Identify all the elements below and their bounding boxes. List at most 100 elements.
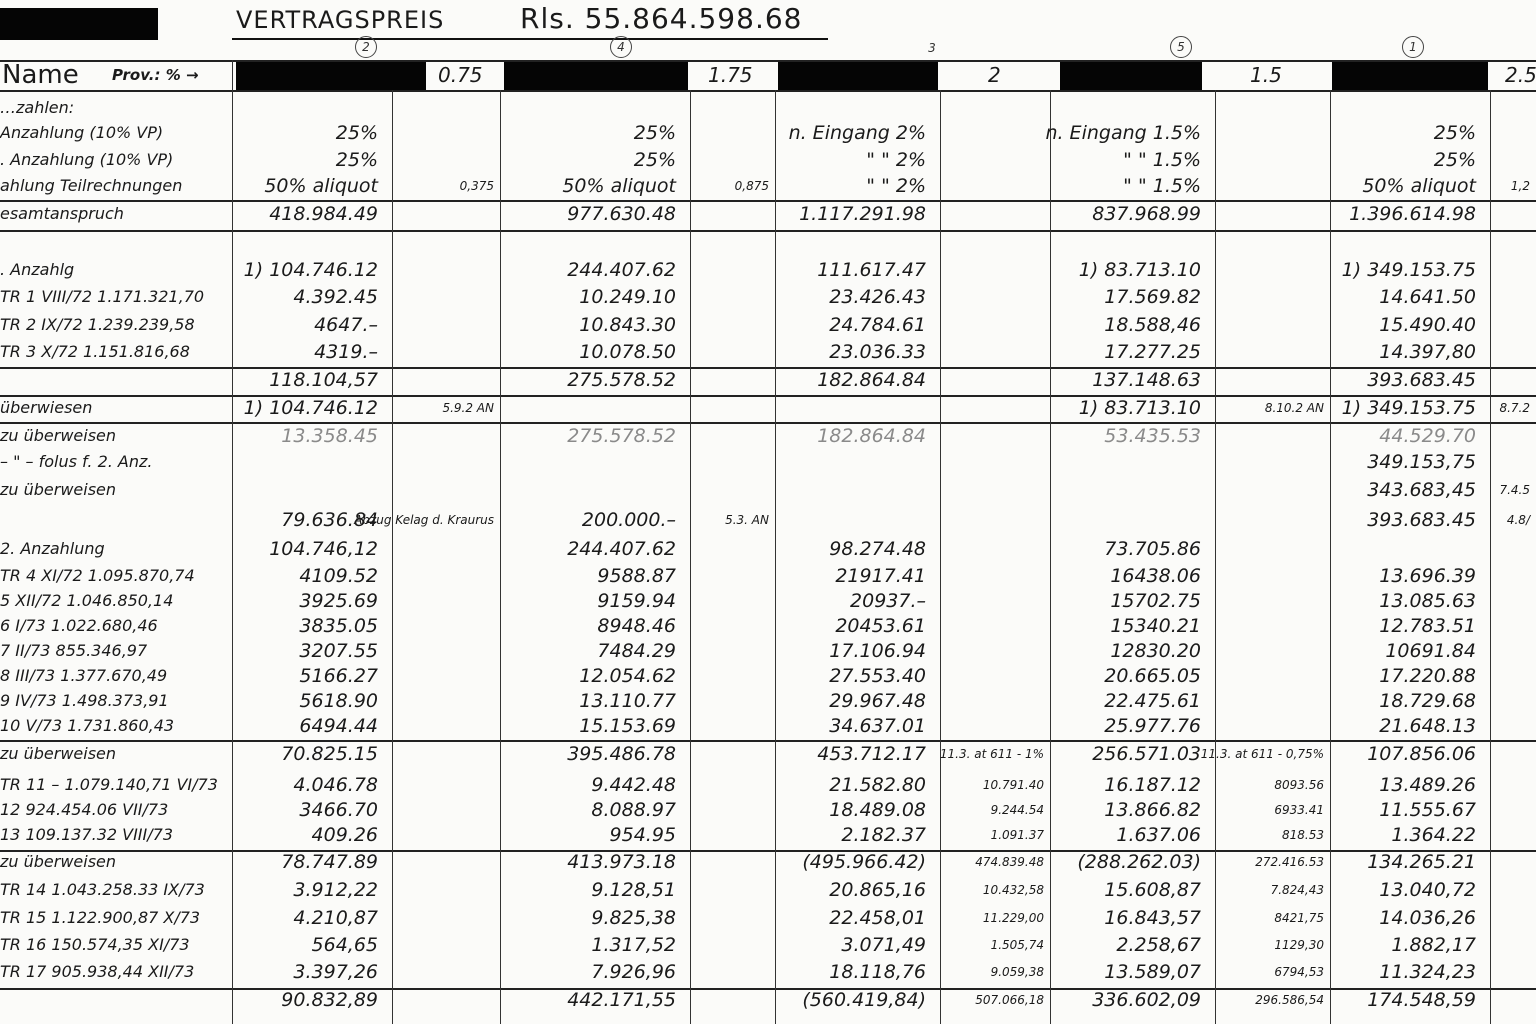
note-cell: 272.416.53 xyxy=(1255,855,1324,869)
row-label: zu überweisen xyxy=(0,480,117,499)
prov-header: Prov.: % → xyxy=(112,66,199,84)
amount-cell: 25% xyxy=(633,149,676,171)
amount-cell: 137.148.63 xyxy=(1092,369,1201,391)
amount-cell: 954.95 xyxy=(609,824,676,846)
amount-cell: 3466.70 xyxy=(299,799,378,821)
amount-cell: 8948.46 xyxy=(597,615,676,637)
column-line xyxy=(232,60,233,1024)
column-line xyxy=(940,90,941,1024)
amount-cell: 442.171,55 xyxy=(567,989,676,1011)
row-label: TR 16 150.574,35 XI/73 xyxy=(0,935,190,954)
note-cell: 1.091.37 xyxy=(990,828,1044,842)
amount-cell: 1.117.291.98 xyxy=(799,203,926,225)
row-label: TR 14 1.043.258.33 IX/73 xyxy=(0,880,205,899)
note-cell: 1129,30 xyxy=(1274,938,1324,952)
amount-cell: 15.153.69 xyxy=(579,715,676,737)
amount-cell: n. Eingang 1.5% xyxy=(1045,122,1201,144)
row-label: – " – folus f. 2. Anz. xyxy=(0,452,153,471)
row-label: TR 4 XI/72 1.095.870,74 xyxy=(0,566,195,585)
amount-cell: 4647.– xyxy=(314,314,378,336)
amount-cell: 9588.87 xyxy=(597,565,676,587)
amount-cell: 10691.84 xyxy=(1385,640,1476,662)
amount-cell: 22.475.61 xyxy=(1104,690,1201,712)
row-label: 8 III/73 1.377.670,49 xyxy=(0,666,168,685)
amount-cell: 79.636.84 xyxy=(281,509,378,531)
amount-cell: 453.712.17 xyxy=(817,743,926,765)
amount-cell: 1) 349.153.75 xyxy=(1341,259,1476,281)
amount-cell: 21.648.13 xyxy=(1379,715,1476,737)
amount-cell: 134.265.21 xyxy=(1367,851,1476,873)
row-label: überwiesen xyxy=(0,398,93,417)
column-line xyxy=(690,90,691,1024)
amount-cell: 1) 83.713.10 xyxy=(1078,397,1201,419)
column-line xyxy=(1050,90,1051,1024)
note-cell: 1,2 xyxy=(1510,179,1530,193)
amount-cell: 3925.69 xyxy=(299,590,378,612)
rule-line xyxy=(0,422,1536,424)
note-cell: 0,375 xyxy=(459,179,494,193)
row-label: esamtanspruch xyxy=(0,204,124,223)
amount-cell: 14.641.50 xyxy=(1379,286,1476,308)
column-line xyxy=(1490,90,1491,1024)
note-cell: 507.066,18 xyxy=(975,993,1044,1007)
row-label: TR 15 1.122.900,87 X/73 xyxy=(0,908,201,927)
row-label: Anzahlung (10% VP) xyxy=(0,123,164,142)
amount-cell: " " 1.5% xyxy=(1123,149,1201,171)
amount-cell: 174.548,59 xyxy=(1367,989,1476,1011)
amount-cell: 2.258,67 xyxy=(1116,934,1201,956)
row-label: zu überweisen xyxy=(0,426,117,445)
amount-cell: 9.128,51 xyxy=(591,879,676,901)
amount-cell: 275.578.52 xyxy=(567,425,676,447)
amount-cell: 200.000.– xyxy=(581,509,676,531)
amount-cell: 13.866.82 xyxy=(1104,799,1201,821)
amount-cell: 10.249.10 xyxy=(579,286,676,308)
amount-cell: 564,65 xyxy=(311,934,378,956)
circled-number: 4 xyxy=(610,36,632,58)
column-line xyxy=(775,90,776,1024)
amount-cell: 50% aliquot xyxy=(1362,175,1476,197)
redacted-name xyxy=(1060,62,1202,90)
amount-cell: 1) 104.746.12 xyxy=(243,259,378,281)
note-cell: 7.4.5 xyxy=(1499,483,1530,497)
amount-cell: 1) 104.746.12 xyxy=(243,397,378,419)
note-cell: 9.244.54 xyxy=(990,803,1044,817)
note-cell: 1.505,74 xyxy=(990,938,1044,952)
amount-cell: 3835.05 xyxy=(299,615,378,637)
redacted-name xyxy=(1332,62,1488,90)
amount-cell: 9.442.48 xyxy=(591,774,676,796)
amount-cell: 21.582.80 xyxy=(829,774,926,796)
amount-cell: 11.324,23 xyxy=(1379,961,1476,983)
row-label: . Anzahlg xyxy=(0,260,75,279)
note-cell: 474.839.48 xyxy=(975,855,1044,869)
amount-cell: 8.088.97 xyxy=(591,799,676,821)
amount-cell: 2.182.37 xyxy=(841,824,926,846)
rule-line xyxy=(0,60,1536,62)
note-cell: 0,875 xyxy=(734,179,769,193)
amount-cell: 3.071,49 xyxy=(841,934,926,956)
amount-cell: 393.683.45 xyxy=(1367,369,1476,391)
amount-cell: 16438.06 xyxy=(1110,565,1201,587)
amount-cell: 4.392.45 xyxy=(293,286,378,308)
amount-cell: 336.602,09 xyxy=(1092,989,1201,1011)
amount-cell: 16.187.12 xyxy=(1104,774,1201,796)
amount-cell: 13.358.45 xyxy=(281,425,378,447)
amount-cell: 98.274.48 xyxy=(829,538,926,560)
amount-cell: 1.396.614.98 xyxy=(1349,203,1476,225)
amount-cell: 90.832,89 xyxy=(281,989,378,1011)
amount-cell: 6494.44 xyxy=(299,715,378,737)
amount-cell: 244.407.62 xyxy=(567,259,676,281)
title-underline xyxy=(232,38,828,40)
amount-cell: 25% xyxy=(633,122,676,144)
amount-cell: 1) 349.153.75 xyxy=(1341,397,1476,419)
amount-cell: 4109.52 xyxy=(299,565,378,587)
amount-cell: 25% xyxy=(335,149,378,171)
amount-cell: 24.784.61 xyxy=(829,314,926,336)
amount-cell: 70.825.15 xyxy=(281,743,378,765)
amount-cell: 111.617.47 xyxy=(817,259,926,281)
amount-cell: 182.864.84 xyxy=(817,425,926,447)
redacted-name xyxy=(778,62,938,90)
amount-cell: 78.747.89 xyxy=(281,851,378,873)
amount-cell: 4.210,87 xyxy=(293,907,378,929)
note-cell: 4.8/ xyxy=(1506,513,1530,527)
rule-line xyxy=(0,230,1536,232)
